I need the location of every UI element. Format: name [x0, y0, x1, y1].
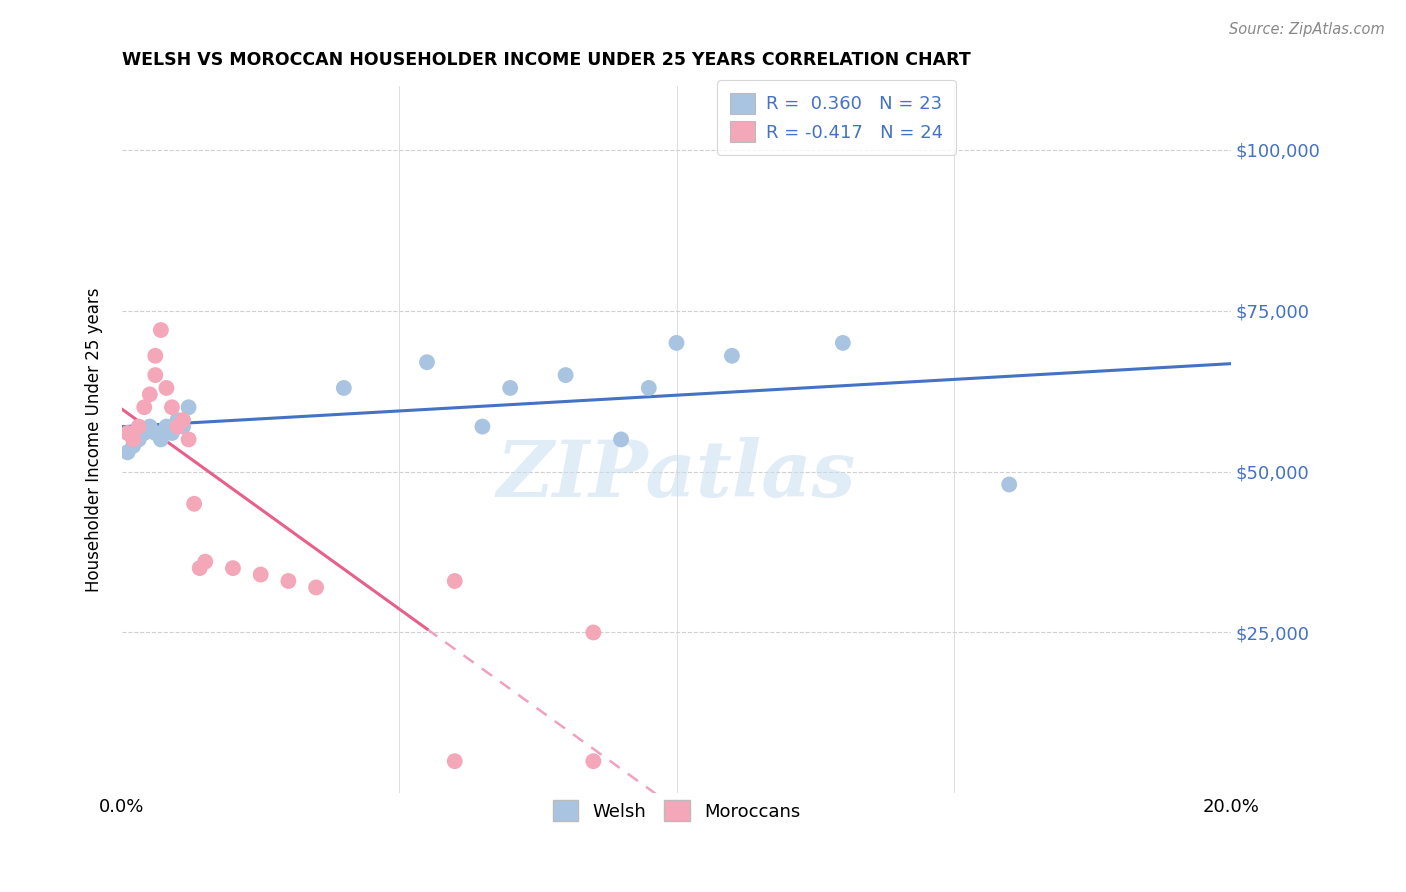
- Point: [122, 439, 145, 453]
- Point: [416, 355, 439, 369]
- Point: [139, 419, 162, 434]
- Point: [554, 368, 576, 382]
- Text: Source: ZipAtlas.com: Source: ZipAtlas.com: [1229, 22, 1385, 37]
- Point: [128, 433, 150, 447]
- Point: [471, 419, 494, 434]
- Point: [149, 433, 172, 447]
- Point: [160, 401, 183, 415]
- Point: [128, 419, 150, 434]
- Point: [443, 754, 465, 768]
- Point: [172, 419, 194, 434]
- Point: [721, 349, 744, 363]
- Point: [134, 425, 156, 440]
- Point: [333, 381, 356, 395]
- Point: [143, 425, 166, 440]
- Point: [160, 425, 183, 440]
- Point: [637, 381, 659, 395]
- Point: [177, 401, 200, 415]
- Point: [249, 567, 271, 582]
- Point: [177, 433, 200, 447]
- Point: [582, 625, 605, 640]
- Point: [443, 574, 465, 588]
- Point: [194, 555, 217, 569]
- Point: [665, 335, 688, 350]
- Point: [155, 419, 177, 434]
- Y-axis label: Householder Income Under 25 years: Householder Income Under 25 years: [86, 287, 103, 591]
- Point: [183, 497, 205, 511]
- Point: [117, 445, 139, 459]
- Point: [222, 561, 245, 575]
- Point: [305, 581, 328, 595]
- Point: [134, 401, 156, 415]
- Point: [998, 477, 1021, 491]
- Point: [188, 561, 211, 575]
- Legend: Welsh, Moroccans: Welsh, Moroccans: [540, 788, 813, 834]
- Point: [143, 349, 166, 363]
- Point: [149, 323, 172, 337]
- Point: [117, 425, 139, 440]
- Point: [499, 381, 522, 395]
- Point: [166, 419, 188, 434]
- Point: [155, 381, 177, 395]
- Text: ZIPatlas: ZIPatlas: [496, 436, 856, 513]
- Point: [122, 433, 145, 447]
- Point: [139, 387, 162, 401]
- Point: [831, 335, 853, 350]
- Point: [277, 574, 299, 588]
- Point: [582, 754, 605, 768]
- Text: WELSH VS MOROCCAN HOUSEHOLDER INCOME UNDER 25 YEARS CORRELATION CHART: WELSH VS MOROCCAN HOUSEHOLDER INCOME UND…: [122, 51, 970, 69]
- Point: [610, 433, 633, 447]
- Point: [143, 368, 166, 382]
- Point: [166, 413, 188, 427]
- Point: [172, 413, 194, 427]
